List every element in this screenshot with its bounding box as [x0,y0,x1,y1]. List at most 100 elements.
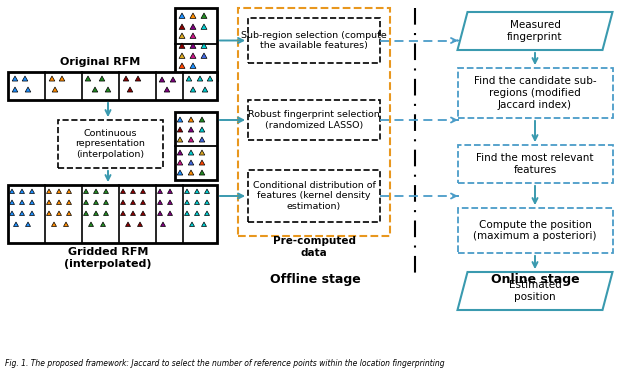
Polygon shape [205,200,209,204]
Polygon shape [135,76,141,81]
Bar [248,170,380,222]
Polygon shape [159,77,165,82]
Polygon shape [93,189,99,194]
Polygon shape [25,87,31,92]
Polygon shape [197,76,203,81]
Polygon shape [201,53,207,59]
Polygon shape [120,211,125,216]
Polygon shape [88,222,93,226]
Polygon shape [100,222,106,226]
Polygon shape [141,200,145,204]
Polygon shape [83,211,88,216]
Polygon shape [56,189,61,194]
Polygon shape [179,53,185,59]
Polygon shape [190,13,196,18]
Polygon shape [22,76,28,81]
Polygon shape [189,222,195,226]
Polygon shape [60,76,65,81]
Polygon shape [458,12,612,50]
Polygon shape [131,211,136,216]
Polygon shape [168,189,173,194]
Bar [248,18,380,63]
Polygon shape [141,189,145,194]
Polygon shape [188,150,194,155]
Polygon shape [201,24,207,29]
Polygon shape [177,160,183,165]
Text: Measured
fingerprint: Measured fingerprint [508,20,563,42]
Polygon shape [67,189,72,194]
Polygon shape [168,200,173,204]
Text: Conditional distribution of
features (kernel density
estimation): Conditional distribution of features (ke… [253,181,376,211]
Polygon shape [199,117,205,122]
Polygon shape [10,200,15,204]
Bar [8,72,217,100]
Polygon shape [201,13,207,18]
Polygon shape [104,189,109,194]
Polygon shape [125,222,131,226]
Bar [458,145,613,183]
Polygon shape [201,43,207,48]
Polygon shape [131,200,136,204]
Text: Compute the position
(maximum a posteriori): Compute the position (maximum a posterio… [473,220,596,241]
Polygon shape [170,77,176,82]
Polygon shape [202,222,207,226]
Text: Continuous
representation
(interpolation): Continuous representation (interpolation… [76,129,145,159]
Polygon shape [13,222,19,226]
Polygon shape [190,24,196,29]
Bar [238,8,390,236]
Polygon shape [190,53,196,59]
Polygon shape [205,189,209,194]
Polygon shape [56,200,61,204]
Polygon shape [93,211,99,216]
Polygon shape [188,170,194,175]
Polygon shape [105,87,111,92]
Polygon shape [123,76,129,81]
Polygon shape [47,211,51,216]
Polygon shape [188,137,194,142]
Polygon shape [190,87,196,92]
Polygon shape [104,200,109,204]
Polygon shape [92,87,98,92]
Polygon shape [188,160,194,165]
Polygon shape [179,13,185,18]
Polygon shape [190,63,196,68]
Polygon shape [199,170,205,175]
Polygon shape [51,222,56,226]
Polygon shape [177,117,183,122]
Polygon shape [190,33,196,38]
Polygon shape [93,200,99,204]
Polygon shape [47,189,51,194]
Polygon shape [177,127,183,132]
Polygon shape [85,76,91,81]
Bar [248,100,380,140]
Polygon shape [29,200,35,204]
Polygon shape [12,87,18,92]
Polygon shape [199,160,205,165]
Polygon shape [157,200,163,204]
Polygon shape [19,189,24,194]
Polygon shape [195,200,200,204]
Polygon shape [184,211,189,216]
Polygon shape [179,24,185,29]
Text: Fig. 1. The proposed framework: Jaccard to select the number of reference points: Fig. 1. The proposed framework: Jaccard … [5,359,445,368]
Text: Find the most relevant
features: Find the most relevant features [476,153,594,175]
Text: Pre-computed
data: Pre-computed data [273,236,355,258]
Bar [175,112,217,180]
Polygon shape [131,189,136,194]
Text: Original RFM: Original RFM [60,57,140,67]
Polygon shape [138,222,143,226]
Polygon shape [190,43,196,48]
Polygon shape [161,222,166,226]
Text: Robust fingerprint selection
(randomized LASSO): Robust fingerprint selection (randomized… [248,110,380,130]
Polygon shape [127,87,133,92]
Polygon shape [10,189,15,194]
Polygon shape [458,272,612,310]
Polygon shape [10,211,15,216]
Polygon shape [19,211,24,216]
Text: Offline stage: Offline stage [269,273,360,286]
Polygon shape [67,200,72,204]
Text: Find the candidate sub-
regions (modified
Jaccard index): Find the candidate sub- regions (modifie… [474,76,596,110]
Polygon shape [199,150,205,155]
Bar [458,68,613,118]
Text: Gridded RFM
(interpolated): Gridded RFM (interpolated) [64,247,152,269]
